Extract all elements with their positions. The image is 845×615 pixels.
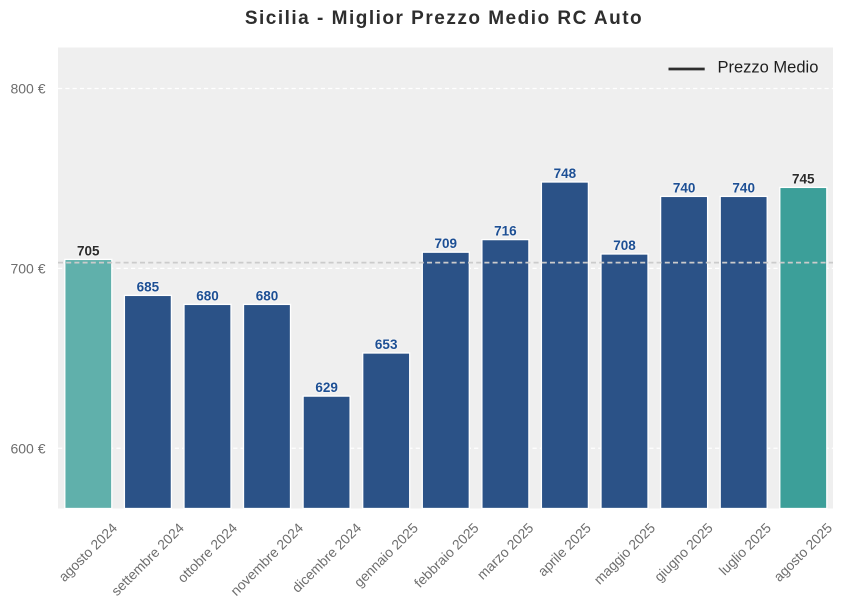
- svg-text:740: 740: [673, 180, 696, 195]
- svg-text:685: 685: [137, 279, 160, 294]
- svg-text:680: 680: [256, 288, 279, 303]
- svg-text:748: 748: [554, 166, 577, 181]
- svg-text:680: 680: [196, 288, 219, 303]
- svg-text:Prezzo Medio: Prezzo Medio: [718, 59, 819, 77]
- svg-text:745: 745: [792, 171, 815, 186]
- svg-text:800 €: 800 €: [10, 81, 45, 97]
- svg-text:Sicilia - Miglior Prezzo Medio: Sicilia - Miglior Prezzo Medio RC Auto: [245, 8, 643, 29]
- svg-text:709: 709: [435, 236, 458, 251]
- svg-text:705: 705: [77, 243, 100, 258]
- svg-text:740: 740: [732, 180, 755, 195]
- svg-text:716: 716: [494, 224, 517, 239]
- svg-text:708: 708: [613, 238, 636, 253]
- svg-text:629: 629: [315, 380, 338, 395]
- svg-text:653: 653: [375, 337, 398, 352]
- svg-text:700 €: 700 €: [10, 260, 45, 276]
- svg-text:600 €: 600 €: [10, 440, 45, 456]
